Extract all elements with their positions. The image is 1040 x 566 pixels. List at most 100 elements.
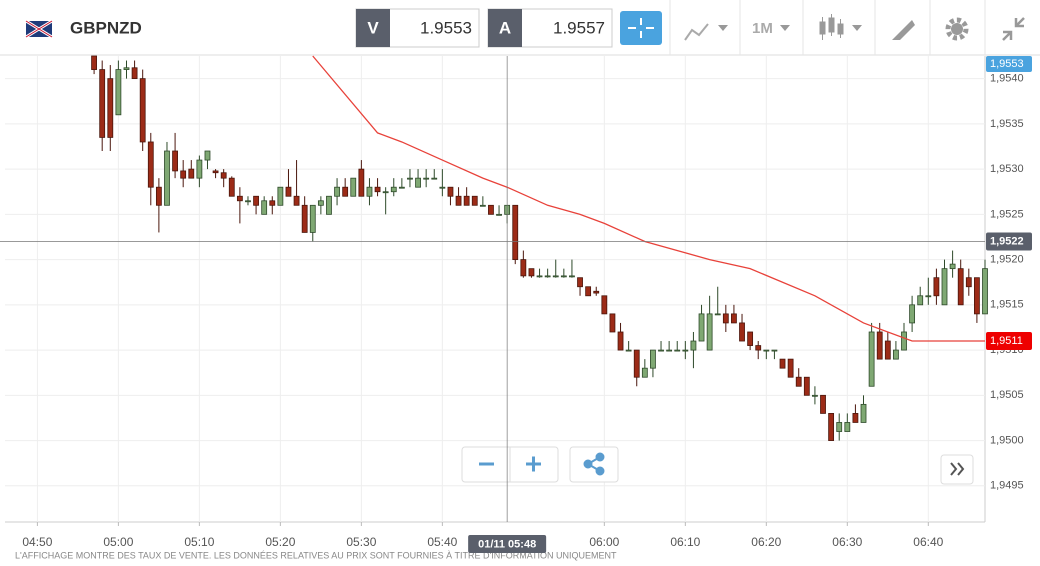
- candle-body: [536, 275, 543, 278]
- scroll-right-button[interactable]: [940, 454, 974, 485]
- candle-body: [164, 150, 170, 206]
- candle-body: [269, 200, 276, 206]
- candle-body: [585, 286, 592, 297]
- candle-body: [180, 170, 187, 179]
- ma-price-label: 1,9511: [990, 335, 1023, 347]
- candle-body: [358, 168, 365, 197]
- buy-price: 1.9557: [553, 18, 605, 37]
- candle-body: [366, 186, 373, 197]
- candle-body: [228, 177, 235, 197]
- candle-body: [415, 177, 421, 188]
- candle-body: [617, 331, 624, 351]
- candle-body: [666, 349, 673, 352]
- dropdown-arrow: [852, 25, 862, 31]
- candle-body: [779, 358, 786, 369]
- candle-body: [447, 186, 454, 197]
- x-tick-label: 05:40: [427, 535, 457, 549]
- candle-body: [196, 159, 203, 179]
- candle-icon[interactable]: [819, 14, 844, 40]
- candle-body: [139, 78, 146, 143]
- candle-body: [658, 349, 664, 352]
- x-tick-label: 06:40: [913, 535, 943, 549]
- candle-body: [650, 349, 656, 369]
- zoom-in[interactable]: [526, 456, 541, 472]
- price-axis-bg: [985, 56, 1040, 522]
- candle-body: [488, 204, 494, 215]
- candle-body: [212, 170, 219, 174]
- x-tick-label: 05:10: [184, 535, 214, 549]
- candle-body: [714, 313, 721, 316]
- settings-icon[interactable]: [945, 17, 969, 41]
- share-icon: [583, 452, 605, 476]
- candle-body: [350, 177, 357, 197]
- candle-body: [496, 213, 502, 216]
- candle-body: [455, 195, 462, 206]
- candle-body: [91, 55, 97, 70]
- timeframe[interactable]: 1M: [752, 20, 773, 37]
- x-tick-label: 06:10: [670, 535, 700, 549]
- candle-body: [593, 290, 600, 294]
- candle-body: [245, 200, 251, 203]
- candle-body: [982, 268, 988, 315]
- candle-body: [334, 186, 340, 197]
- candle-body: [884, 340, 891, 360]
- candle-body: [601, 295, 608, 315]
- last-price-label: 1,9553: [990, 58, 1024, 70]
- x-tick-label: 05:00: [103, 535, 133, 549]
- candle-body: [787, 358, 794, 378]
- candle-body: [763, 349, 770, 352]
- candle-body: [544, 275, 551, 278]
- crosshair-icon: [628, 18, 654, 38]
- share-button[interactable]: [569, 446, 619, 483]
- flag-cross-red: [25, 20, 53, 38]
- candle-body: [431, 177, 438, 180]
- crosshair-button[interactable]: [620, 11, 662, 45]
- candle-body: [390, 186, 397, 193]
- collapse-icon[interactable]: [1002, 17, 1025, 41]
- y-tick-label: 1,9500: [990, 434, 1024, 446]
- candle-body: [722, 313, 729, 324]
- candle-body: [463, 195, 470, 206]
- controls: [461, 446, 974, 485]
- x-tick-label: 05:20: [265, 535, 295, 549]
- candle-body: [471, 195, 478, 206]
- ma-price-badge: [986, 332, 1032, 351]
- candle-body: [739, 322, 745, 342]
- candle-body: [901, 331, 907, 351]
- candle-body: [99, 69, 106, 138]
- candle-body: [682, 349, 689, 352]
- candle-body: [949, 263, 956, 270]
- candle-body: [374, 186, 381, 193]
- sell-badge: [356, 9, 390, 47]
- y-tick-label: 1,9525: [990, 208, 1024, 220]
- y-tick-label: 1,9535: [990, 118, 1024, 130]
- candle-body: [261, 200, 268, 215]
- candle-body: [317, 200, 324, 206]
- candle-body: [860, 403, 867, 423]
- candle-body: [131, 67, 138, 80]
- disclaimer: L'AFFICHAGE MONTRE DES TAUX DE VENTE. LE…: [15, 550, 617, 560]
- toolbar: GBPNZD V 1.9553 A 1.9557 1M: [0, 0, 1040, 56]
- candle-body: [941, 268, 948, 306]
- candle-body: [342, 186, 349, 197]
- sell-price: 1.9553: [420, 18, 472, 37]
- candle-body: [220, 172, 227, 179]
- settings-icon-core: [951, 23, 963, 35]
- candle-body: [512, 204, 519, 260]
- candle-body: [625, 349, 632, 352]
- candle-body: [844, 422, 851, 432]
- draw-icon[interactable]: [892, 20, 915, 40]
- candle-body: [253, 195, 259, 206]
- scroll-right-icon: [950, 462, 965, 476]
- chart-type-icon[interactable]: [684, 23, 709, 41]
- candle-body: [674, 349, 681, 352]
- candle-body: [755, 345, 762, 351]
- buy-badge: [488, 9, 522, 47]
- candle-body: [828, 413, 835, 441]
- candle-body: [277, 186, 284, 206]
- crosshair-price-badge: [986, 232, 1032, 251]
- candle-body: [893, 349, 899, 360]
- candle-body: [957, 268, 964, 306]
- candle-body: [123, 67, 130, 70]
- dropdown-arrow: [718, 25, 728, 31]
